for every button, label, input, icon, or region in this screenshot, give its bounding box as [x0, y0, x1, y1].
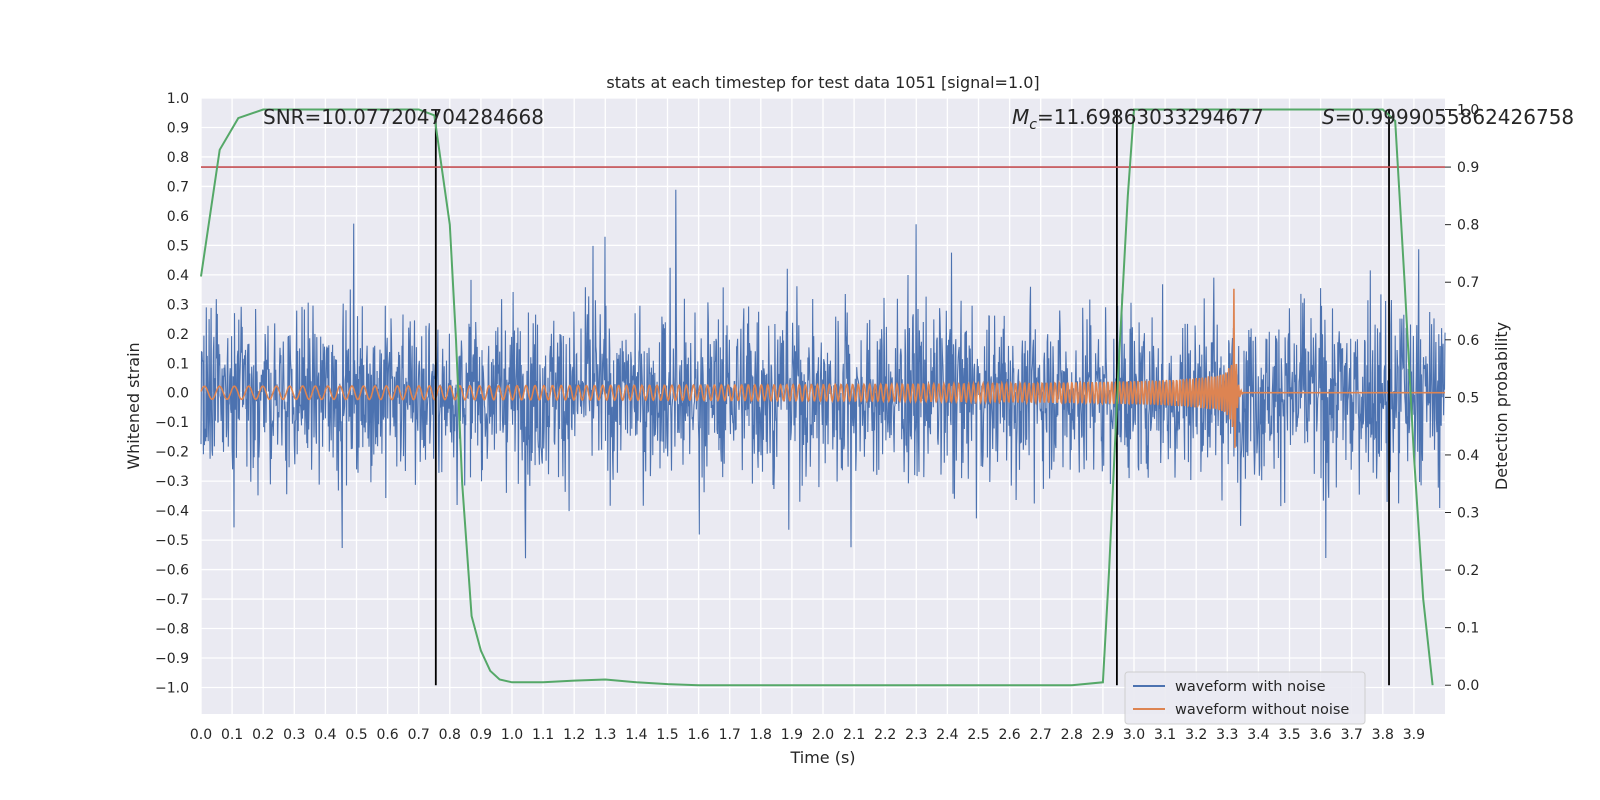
y-tick-label-left: −0.3 [155, 474, 189, 490]
y-tick-label-left: −0.2 [155, 445, 189, 461]
x-tick-label: 1.1 [532, 727, 554, 743]
chirp-mass-annotation: Mc=11.69863033294677 [1012, 105, 1264, 133]
y-tick-label-right: 0.5 [1457, 390, 1479, 406]
chart-title: stats at each timestep for test data 105… [606, 73, 1039, 92]
legend-box [1124, 671, 1366, 725]
y-tick-label-left: −0.4 [155, 504, 189, 520]
y-tick-label-right: 0.1 [1457, 621, 1479, 637]
x-tick-label: 0.3 [283, 727, 305, 743]
x-tick-label: 1.8 [750, 727, 772, 743]
y-tick-label-right: 0.7 [1457, 275, 1479, 291]
x-tick-label: 3.7 [1341, 727, 1363, 743]
x-tick-label: 0.4 [314, 727, 336, 743]
y-tick-label-left: −1.0 [155, 680, 189, 696]
y-tick-label-left: −0.6 [155, 563, 189, 579]
y-tick-label-right: 0.6 [1457, 333, 1479, 349]
x-tick-label: 3.3 [1216, 727, 1238, 743]
x-tick-label: 2.8 [1061, 727, 1083, 743]
clean-waveform-line [200, 288, 1445, 448]
y-tick-label-right: 1.0 [1457, 103, 1479, 119]
x-tick-label: 3.4 [1247, 727, 1269, 743]
y-tick-label-right: 0.9 [1457, 160, 1479, 176]
x-tick-label: 3.5 [1278, 727, 1300, 743]
score-annotation: S=0.9999055862426758 [1322, 105, 1574, 129]
x-tick-label: 2.7 [1030, 727, 1052, 743]
y-tick-labels-right: 1.0 0.9 0.8 0.7 0.6 0.5 0.4 0.3 0.2 0.1 0.0 [1445, 103, 1479, 694]
y-tick-label-right: 0.8 [1457, 218, 1479, 234]
x-tick-label: 3.2 [1185, 727, 1207, 743]
x-tick-label: 2.6 [998, 727, 1020, 743]
x-tick-label: 3.1 [1154, 727, 1176, 743]
y-tick-label-left: 0.5 [167, 238, 189, 254]
x-tick-label: 0.9 [470, 727, 492, 743]
x-tick-label: 3.6 [1309, 727, 1331, 743]
x-tick-label: 3.8 [1372, 727, 1394, 743]
y-tick-label-left: 0.4 [167, 268, 189, 284]
x-tick-label: 0.8 [439, 727, 461, 743]
y-tick-label-left: 0.7 [167, 179, 189, 195]
y-axis-title-left: Whitened strain [124, 342, 143, 469]
series-waveform-with-noise [200, 189, 1446, 559]
y-tick-label-left: −0.1 [155, 415, 189, 431]
x-tick-label: 0.5 [345, 727, 367, 743]
y-tick-label-left: −0.8 [155, 622, 189, 638]
y-tick-label-left: 0.6 [167, 209, 189, 225]
x-tick-label: 1.2 [563, 727, 585, 743]
detection-probability-line [200, 108, 1434, 687]
x-tick-label: 2.0 [812, 727, 834, 743]
y-tick-label-right: 0.4 [1457, 448, 1479, 464]
y-tick-label-left: −0.7 [155, 592, 189, 608]
y-tick-label-left: 0.9 [167, 120, 189, 136]
y-tick-label-left: −0.5 [155, 533, 189, 549]
x-tick-label: 0.6 [376, 727, 398, 743]
snr-annotation: SNR=10.077204704284668 [263, 105, 544, 129]
x-tick-label: 2.4 [936, 727, 958, 743]
x-tick-label: 1.7 [719, 727, 741, 743]
x-tick-labels: 0.0 0.1 0.2 0.3 0.4 0.5 0.6 0.7 0.8 0.9 1.0 1.1 1.2 1… [190, 727, 1425, 743]
x-tick-label: 1.6 [687, 727, 709, 743]
x-tick-label: 2.9 [1092, 727, 1114, 743]
x-axis-title: Time (s) [789, 748, 855, 767]
series-waveform-without-noise [200, 288, 1445, 448]
x-tick-label: 3.0 [1123, 727, 1145, 743]
y-tick-label-right: 0.3 [1457, 506, 1479, 522]
x-tick-label: 1.3 [594, 727, 616, 743]
x-tick-label: 1.5 [656, 727, 678, 743]
x-tick-label: 2.5 [967, 727, 989, 743]
x-tick-label: 1.0 [501, 727, 523, 743]
x-tick-label: 2.3 [905, 727, 927, 743]
x-tick-label: 0.7 [408, 727, 430, 743]
y-tick-label-left: −0.9 [155, 651, 189, 667]
y-tick-label-left: 0.3 [167, 297, 189, 313]
y-tick-labels-left: 1.0 0.9 0.8 0.7 0.6 0.5 0.4 0.3 0.2 0.1 0.0 −0.1 −0.… [155, 91, 189, 696]
x-tick-label: 1.4 [625, 727, 647, 743]
y-gridlines [201, 97, 1445, 689]
y-tick-label-left: 0.0 [167, 386, 189, 402]
y-tick-label-right: 0.2 [1457, 563, 1479, 579]
x-tick-label: 2.2 [874, 727, 896, 743]
x-tick-label: 2.1 [843, 727, 865, 743]
legend: waveform with noise waveform without noi… [1124, 671, 1366, 725]
x-tick-label: 3.9 [1403, 727, 1425, 743]
noise-waveform-line [200, 189, 1446, 559]
legend-label-noise: waveform with noise [1175, 679, 1326, 695]
x-tick-label: 0.2 [252, 727, 274, 743]
x-tick-label: 0.0 [190, 727, 212, 743]
y-tick-label-left: 0.8 [167, 150, 189, 166]
y-tick-label-left: 0.1 [167, 356, 189, 372]
y-tick-label-left: 0.2 [167, 327, 189, 343]
legend-label-clean: waveform without noise [1175, 702, 1349, 718]
series-detection-probability [200, 108, 1434, 687]
x-tick-label: 0.1 [221, 727, 243, 743]
y-tick-label-right: 0.0 [1457, 678, 1479, 694]
x-tick-label: 1.9 [781, 727, 803, 743]
y-axis-title-right: Detection probability [1492, 322, 1511, 490]
y-tick-label-left: 1.0 [167, 91, 189, 107]
